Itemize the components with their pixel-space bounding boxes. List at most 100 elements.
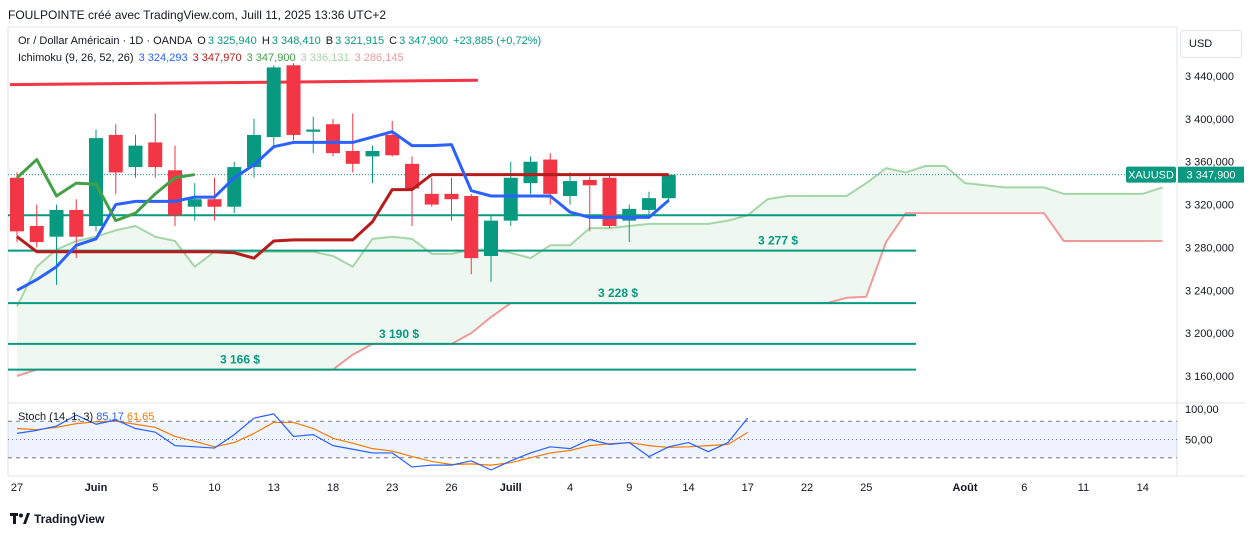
candle-body-2 [49, 209, 64, 237]
open-label: O [197, 35, 206, 47]
candle-body-32 [642, 198, 656, 210]
price-tick-label-0: 3 440,000 [1185, 71, 1234, 83]
price-tick-label-4: 3 280,000 [1185, 242, 1234, 254]
candle-body-22 [444, 193, 459, 200]
time-tick-label-12: 17 [742, 482, 754, 494]
change-value: +23,885 (+0,72%) [453, 35, 542, 47]
candle-body-14 [286, 65, 301, 135]
time-tick-label-8: Juill [500, 482, 522, 494]
candle-body-15 [306, 129, 321, 132]
candle-body-26 [523, 161, 538, 184]
ichimoku-kijun-value: 3 347,970 [192, 52, 242, 64]
candle-body-7 [148, 142, 163, 168]
ichimoku-cloud [17, 166, 1163, 376]
last-price-badge [1178, 166, 1244, 183]
candle-body-28 [563, 181, 577, 196]
stoch-k-line [16, 413, 749, 471]
time-tick-label-4: 13 [268, 482, 280, 494]
candle-body-6 [128, 145, 143, 168]
time-tick-label-16: 6 [1021, 482, 1027, 494]
candle-body-17 [345, 151, 360, 164]
ichimoku-chikou-value: 3 347,900 [246, 52, 296, 64]
candle-body-1 [29, 226, 44, 243]
open-value: 3 325,940 [207, 35, 257, 47]
tradingview-brand: TradingView [34, 512, 105, 526]
time-tick-label-18: 14 [1137, 482, 1149, 494]
price-tick-label-2: 3 360,000 [1185, 157, 1234, 169]
stoch-k-value: 85,17 [96, 411, 124, 423]
stoch-tick-label-1: 50,00 [1185, 435, 1213, 447]
stoch-legend[interactable]: Stoch (14, 1, 3) 85,17 61,65 [18, 411, 154, 423]
price-tick-label-5: 3 240,000 [1185, 285, 1234, 297]
high-label: H [261, 35, 270, 47]
tradingview-logo-icon [10, 513, 30, 524]
price-tick-label-7: 3 160,000 [1185, 371, 1234, 383]
level-label-2: 3 228 $ [598, 286, 638, 300]
level-label-1: 3 277 $ [758, 234, 798, 248]
candle-body-27 [543, 159, 558, 194]
ichimoku-span-a-value: 3 336,131 [300, 52, 350, 64]
low-value: 3 321,915 [335, 35, 385, 47]
price-tick-label-6: 3 200,000 [1185, 328, 1234, 340]
ichimoku-span-b-value: 3 286,145 [354, 52, 404, 64]
candle-body-23 [464, 196, 479, 259]
ichimoku-label: Ichimoku (9, 26, 52, 26) [18, 52, 134, 64]
candle-body-21 [424, 193, 439, 205]
candle-body-25 [503, 177, 518, 221]
ichimoku-chikou-line [15, 158, 195, 223]
ichimoku-tenkan-value: 3 324,293 [138, 52, 188, 64]
candle-body-19 [385, 134, 400, 156]
symbol-badge [1126, 166, 1176, 183]
currency-button[interactable]: USD [1180, 30, 1242, 58]
stoch-tick-label-0: 100,00 [1185, 404, 1219, 416]
time-tick-label-14: 25 [860, 482, 872, 494]
level-label-4: 3 166 $ [220, 353, 260, 367]
candle-body-9 [187, 199, 202, 207]
candle-body-30 [602, 177, 617, 226]
stoch-label: Stoch (14, 1, 3) [18, 411, 94, 423]
candle-body-20 [405, 163, 419, 189]
candle-body-18 [365, 151, 380, 157]
price-tick-label-3: 3 320,000 [1185, 200, 1234, 212]
resistance-line [9, 78, 479, 87]
candle-body-0 [10, 177, 24, 232]
price-tick-label-1: 3 400,000 [1185, 114, 1234, 126]
time-tick-label-17: 11 [1078, 482, 1089, 494]
candle-body-33 [661, 174, 676, 199]
ichimoku-legend[interactable]: Ichimoku (9, 26, 52, 26) 3 324,293 3 347… [18, 52, 406, 64]
time-tick-label-2: 5 [152, 482, 158, 494]
candle-body-24 [484, 220, 498, 256]
last-price-badge-text: 3 347,900 [1187, 170, 1236, 182]
candle-body-4 [89, 138, 103, 226]
close-value: 3 347,900 [399, 35, 449, 47]
candle-body-16 [326, 124, 340, 154]
high-value: 3 348,410 [271, 35, 321, 47]
stoch-d-value: 61,65 [126, 411, 155, 423]
ichimoku-kijun-line [16, 173, 669, 260]
candle-body-29 [582, 179, 597, 186]
time-tick-label-11: 14 [682, 482, 694, 494]
ichimoku-tenkan-line [16, 130, 670, 292]
tradingview-logo[interactable]: TradingView [10, 511, 104, 527]
candle-body-10 [207, 199, 222, 207]
time-tick-label-1: Juin [85, 482, 108, 494]
candle-body-12 [247, 134, 261, 168]
candle-body-5 [108, 134, 123, 173]
time-tick-label-3: 10 [208, 482, 220, 494]
time-tick-label-0: 27 [11, 482, 23, 494]
candle-body-31 [622, 208, 637, 221]
time-tick-label-10: 9 [626, 482, 632, 494]
time-tick-label-9: 4 [567, 482, 573, 494]
close-label: C [389, 35, 398, 47]
low-label: B [325, 35, 334, 47]
symbol-label: Or / Dollar Américain · 1D · OANDA [18, 35, 193, 47]
time-tick-label-13: 22 [801, 482, 813, 494]
time-tick-label-5: 18 [327, 482, 339, 494]
candle-body-13 [266, 67, 281, 138]
level-label-3: 3 190 $ [379, 327, 419, 341]
symbol-badge-text: XAUUSD [1128, 170, 1174, 182]
time-tick-label-15: Août [952, 482, 977, 494]
candle-body-3 [69, 209, 84, 237]
